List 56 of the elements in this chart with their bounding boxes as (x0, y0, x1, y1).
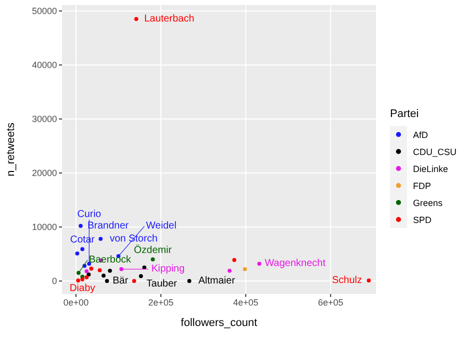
annotation: Özdemir (134, 244, 172, 256)
point (98, 268, 102, 272)
point (102, 274, 106, 278)
legend-label: CDU_CSU (413, 146, 457, 156)
point (257, 262, 262, 266)
point (242, 267, 247, 272)
point (104, 279, 109, 284)
point (80, 277, 84, 282)
annotation: Weidel (146, 220, 176, 232)
point (108, 268, 112, 273)
point (366, 278, 371, 282)
point (138, 274, 143, 278)
point (98, 236, 103, 241)
annotation: Curio (77, 209, 102, 220)
point (76, 278, 80, 282)
legend-label: DieLinke (413, 164, 448, 174)
y-tick-label: 0 (52, 276, 57, 286)
y-tick-label: 40000 (32, 60, 57, 70)
point (232, 258, 236, 262)
x-tick-label: 6e+05 (318, 297, 344, 308)
point (228, 268, 232, 273)
point (84, 275, 89, 280)
legend-label: AfD (413, 130, 428, 140)
y-tick-label: 50000 (32, 6, 57, 16)
annotation: Tauber (146, 278, 178, 290)
annotation: Altmaier (198, 276, 236, 287)
x-tick-label: 4e+05 (233, 297, 258, 308)
y-axis-title: n_retweets (4, 122, 17, 176)
x-tick-label: 0e+00 (63, 297, 89, 308)
annotation: Lauterbach (144, 14, 194, 25)
annotation: Wagenknecht (264, 258, 326, 270)
legend-label: Greens (413, 198, 443, 208)
point (84, 269, 89, 274)
point (119, 267, 124, 272)
x-tick-label: 2e+05 (148, 297, 174, 308)
legend-label: FDP (413, 180, 431, 190)
legend-label: SPD (413, 214, 432, 224)
point (187, 279, 192, 284)
annotation: Kipping (151, 264, 185, 275)
annotation: Diaby (70, 282, 96, 294)
y-tick-label: 30000 (32, 114, 57, 124)
annotation: Bär (112, 276, 129, 287)
point (76, 270, 81, 275)
annotation: Schulz (332, 274, 362, 286)
point (86, 272, 91, 277)
point (134, 17, 138, 22)
point (80, 247, 84, 252)
point (132, 279, 136, 284)
point (75, 251, 80, 256)
legend-title: Partei (390, 108, 420, 120)
point (89, 266, 94, 271)
x-axis-title: followers_count (180, 317, 258, 329)
y-tick-label: 20000 (32, 168, 57, 178)
point (150, 257, 155, 262)
point (78, 224, 83, 228)
y-tick-label: 10000 (32, 222, 57, 232)
